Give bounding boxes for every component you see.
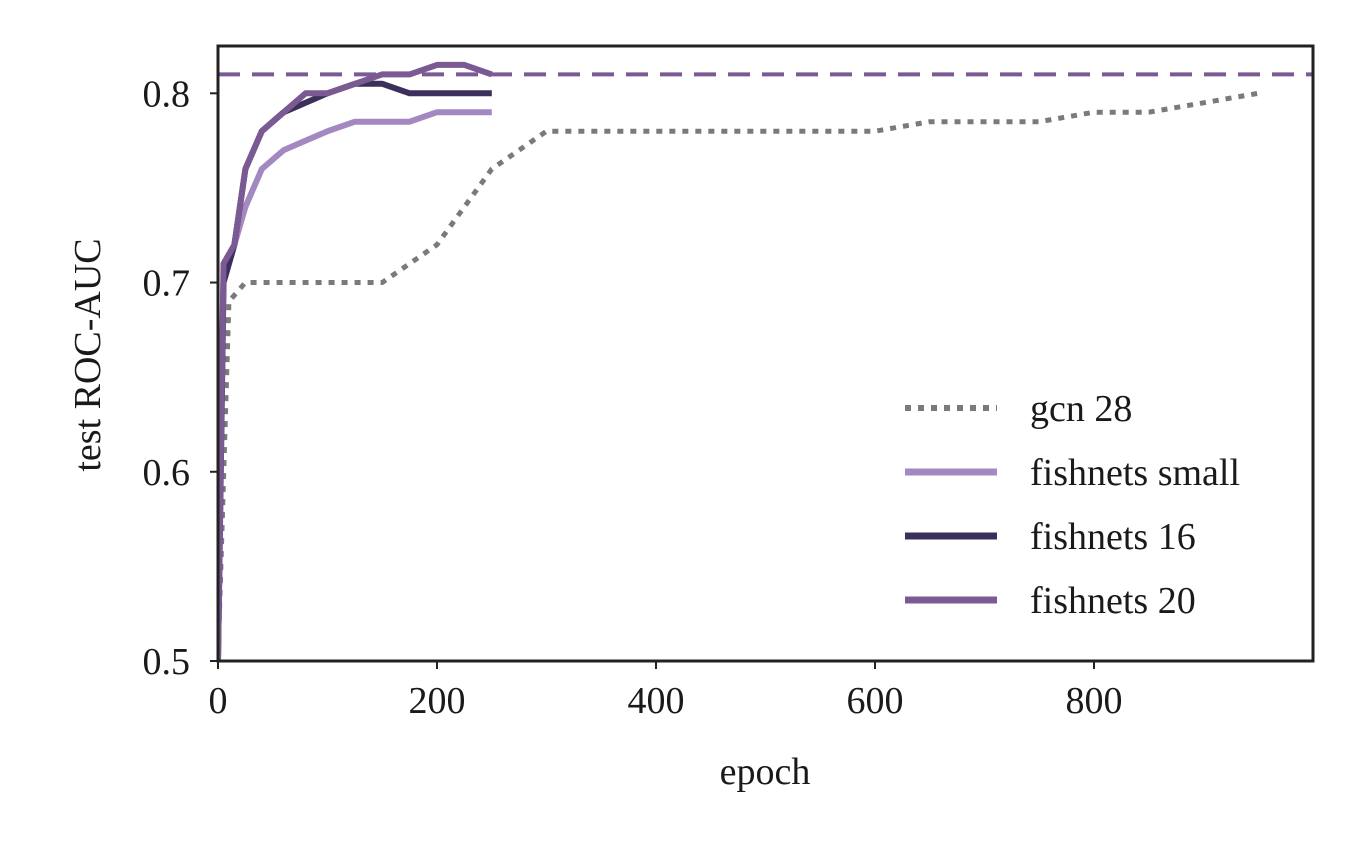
legend-label: gcn 28 (1030, 388, 1132, 430)
legend-label: fishnets 16 (1030, 516, 1196, 558)
x-axis-label: epoch (720, 751, 811, 793)
legend: gcn 28 fishnets small fishnets 16 fishnets … (905, 388, 1240, 622)
plot-area (218, 61, 1313, 661)
x-axis: 0 200 400 600 800 (209, 661, 1123, 722)
x-tick-label: 800 (1066, 680, 1123, 722)
x-tick-label: 200 (409, 680, 466, 722)
x-tick-label: 600 (847, 680, 904, 722)
legend-label: fishnets 20 (1030, 580, 1196, 622)
y-tick-label: 0.6 (143, 452, 191, 494)
y-axis-label: test ROC-AUC (67, 238, 109, 471)
series-line-gcn-28 (218, 90, 1259, 661)
plot-frame (216, 44, 1315, 663)
y-tick-label: 0.7 (143, 263, 191, 305)
legend-label: fishnets small (1030, 452, 1240, 494)
y-axis: 0.5 0.6 0.7 0.8 (143, 73, 218, 683)
x-tick-label: 0 (209, 680, 228, 722)
series-line-fishnets-20 (218, 61, 493, 661)
y-tick-label: 0.5 (143, 641, 191, 683)
x-tick-label: 400 (628, 680, 685, 722)
y-tick-label: 0.8 (143, 73, 191, 115)
